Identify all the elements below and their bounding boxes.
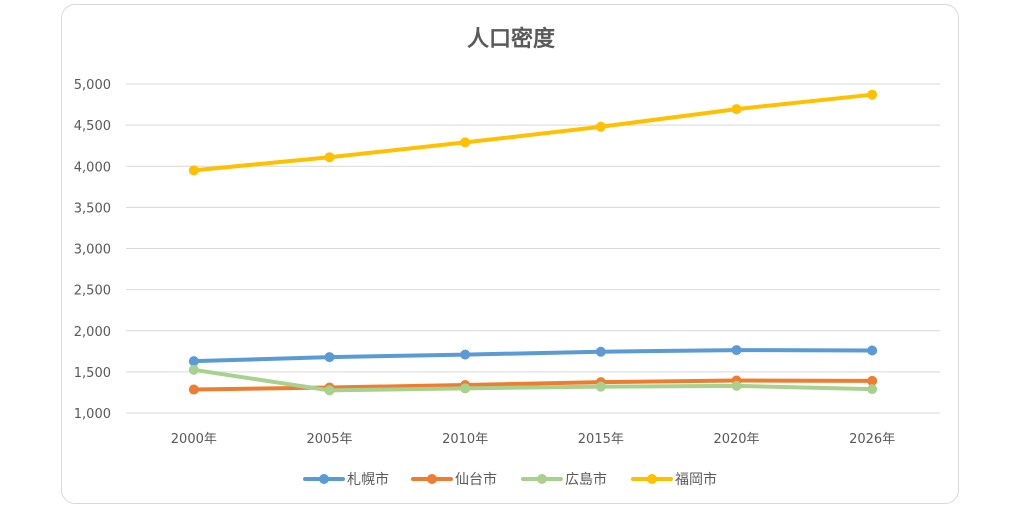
data-point (867, 345, 878, 356)
y-tick-label: 4,500 (74, 119, 111, 134)
x-tick-label: 2026年 (849, 432, 895, 447)
y-tick-label: 3,000 (74, 243, 111, 258)
data-point (460, 137, 471, 148)
data-point (867, 89, 878, 100)
data-point (595, 121, 606, 132)
y-tick-label: 2,000 (74, 325, 111, 340)
data-point (731, 345, 742, 356)
legend: 札幌市 仙台市 広島市 福岡市 (303, 471, 717, 488)
data-point (188, 384, 199, 395)
data-point (595, 381, 606, 392)
gridlines (126, 83, 940, 414)
series-lines (188, 89, 878, 396)
y-tick-label: 5,000 (74, 78, 111, 93)
chart-title: 人口密度 (467, 26, 556, 52)
y-tick-label: 4,000 (74, 160, 111, 175)
series-line-1 (191, 348, 875, 364)
legend-marker (537, 474, 547, 484)
x-tick-label: 2010年 (442, 432, 488, 447)
x-tick-label: 2000年 (171, 432, 217, 447)
data-point (460, 383, 471, 394)
series-line-4 (191, 92, 875, 173)
legend-label: 仙台市 (455, 471, 497, 488)
data-point (188, 165, 199, 176)
x-tick-label: 2015年 (578, 432, 624, 447)
legend-marker (427, 474, 437, 484)
data-point (595, 346, 606, 357)
data-point (731, 104, 742, 115)
y-tick-label: 1,000 (74, 407, 111, 422)
legend-label: 札幌市 (347, 471, 389, 488)
data-point (460, 349, 471, 360)
x-tick-label: 2005年 (306, 432, 352, 447)
y-tick-label: 2,500 (74, 284, 111, 299)
data-point (188, 364, 199, 375)
x-tick-label: 2020年 (713, 432, 759, 447)
legend-marker (647, 474, 657, 484)
series-line-3 (191, 367, 875, 393)
data-point (867, 375, 878, 386)
data-point (324, 385, 335, 396)
legend-marker (319, 474, 329, 484)
y-tick-label: 1,500 (74, 366, 111, 381)
data-point (731, 380, 742, 391)
data-point (867, 384, 878, 395)
chart-frame (61, 4, 959, 504)
data-point (324, 352, 335, 363)
data-point (324, 152, 335, 163)
legend-label: 福岡市 (675, 471, 717, 488)
y-axis-ticks: 1,000 1,500 2,000 2,500 3,000 3,500 4,000 4,500… (74, 78, 111, 422)
legend-label: 広島市 (565, 471, 607, 488)
y-tick-label: 3,500 (74, 201, 111, 216)
data-point (188, 356, 199, 367)
x-axis-ticks: 2000年 2005年 2010年 2015年 2020年 2026年 (171, 432, 895, 447)
